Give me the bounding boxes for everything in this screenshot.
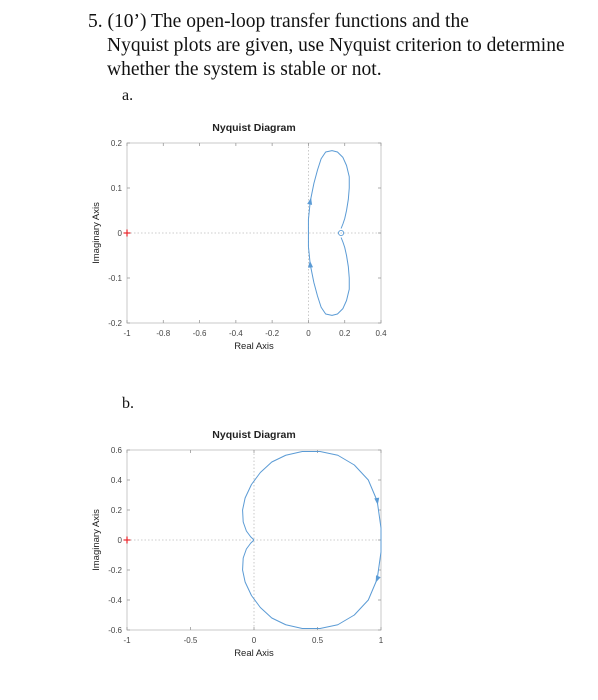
x-tick-label: -0.4	[229, 329, 243, 338]
y-tick-label: 0.2	[111, 139, 123, 148]
x-tick-label: 1	[379, 636, 384, 645]
y-tick-label: -0.1	[108, 274, 122, 283]
x-tick-label: 0	[306, 329, 311, 338]
x-axis-label: Real Axis	[234, 341, 274, 352]
subquestion-label-a: a.	[122, 87, 134, 104]
y-tick-label: -0.2	[108, 566, 122, 575]
y-axis-label: Imaginary Axis	[91, 202, 102, 264]
direction-arrow	[375, 575, 381, 583]
y-tick-label: 0.4	[111, 476, 123, 485]
y-tick-label: 0	[118, 536, 123, 545]
x-tick-label: -0.6	[193, 329, 207, 338]
nyquist-curve	[242, 451, 382, 629]
subquestion-label-b: b.	[122, 395, 134, 412]
chart-title: Nyquist Diagram	[212, 429, 295, 441]
y-tick-label: 0.6	[111, 446, 123, 455]
nyquist-chart-b: -1 -0.5 0 0.5 1 0.6 0.4 0.2 0 -0.2 -0.4 -0.6 Nyquist…	[91, 429, 384, 659]
x-tick-label: 0.2	[339, 329, 351, 338]
y-tick-label: 0.1	[111, 184, 123, 193]
question-line1: 5. (10’) The open-loop transfer function…	[88, 11, 469, 32]
question-rest: Nyquist plots are given, use Nyquist cri…	[107, 35, 565, 80]
y-tick-label: -0.6	[108, 626, 122, 635]
y-tick-label: 0	[118, 229, 123, 238]
x-tick-label: -0.5	[184, 636, 198, 645]
x-tick-label: 0.5	[312, 636, 324, 645]
x-tick-label: 0	[252, 636, 257, 645]
x-tick-label: -0.8	[156, 329, 170, 338]
direction-arrow	[307, 197, 313, 205]
nyquist-chart-a: -1 -0.8 -0.6 -0.4 -0.2 0 0.2 0.4 0.2 0.1 0 -0.1 -0.2…	[91, 122, 387, 352]
x-tick-label: -1	[123, 636, 131, 645]
direction-arrow	[374, 497, 380, 505]
y-tick-label: 0.2	[111, 506, 123, 515]
x-tick-label: -0.2	[265, 329, 279, 338]
y-tick-label: -0.4	[108, 596, 122, 605]
nyquist-curve	[307, 150, 350, 316]
x-tick-label: 0.4	[375, 329, 387, 338]
question-text: 5. (10’) The open-loop transfer function…	[88, 10, 568, 82]
y-tick-label: -0.2	[108, 319, 122, 328]
cusp-marker	[338, 229, 345, 237]
direction-arrow	[308, 260, 314, 268]
chart-title: Nyquist Diagram	[212, 122, 295, 134]
y-axis-label: Imaginary Axis	[91, 509, 102, 571]
x-axis-label: Real Axis	[234, 648, 274, 659]
x-tick-label: -1	[123, 329, 131, 338]
